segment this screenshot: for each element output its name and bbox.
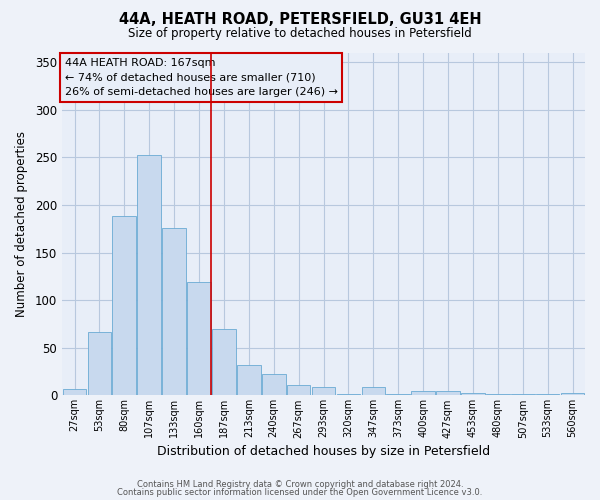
Bar [237,365,260,396]
Bar [311,387,335,396]
Bar [386,394,410,396]
Bar [262,374,286,396]
Bar [62,388,86,396]
Bar [112,216,136,396]
Text: 44A, HEATH ROAD, PETERSFIELD, GU31 4EH: 44A, HEATH ROAD, PETERSFIELD, GU31 4EH [119,12,481,28]
Bar [362,387,385,396]
X-axis label: Distribution of detached houses by size in Petersfield: Distribution of detached houses by size … [157,444,490,458]
Bar [436,390,460,396]
Bar [461,392,485,396]
Bar [212,328,236,396]
Bar [536,394,559,396]
Text: Contains public sector information licensed under the Open Government Licence v3: Contains public sector information licen… [118,488,482,497]
Bar [561,394,584,396]
Bar [337,394,360,396]
Text: Contains HM Land Registry data © Crown copyright and database right 2024.: Contains HM Land Registry data © Crown c… [137,480,463,489]
Bar [187,282,211,396]
Bar [88,332,111,396]
Bar [137,156,161,396]
Bar [162,228,186,396]
Y-axis label: Number of detached properties: Number of detached properties [15,131,28,317]
Text: 44A HEATH ROAD: 167sqm
← 74% of detached houses are smaller (710)
26% of semi-de: 44A HEATH ROAD: 167sqm ← 74% of detached… [65,58,338,97]
Bar [412,390,435,396]
Bar [287,385,310,396]
Bar [486,394,509,396]
Bar [511,394,535,396]
Text: Size of property relative to detached houses in Petersfield: Size of property relative to detached ho… [128,28,472,40]
